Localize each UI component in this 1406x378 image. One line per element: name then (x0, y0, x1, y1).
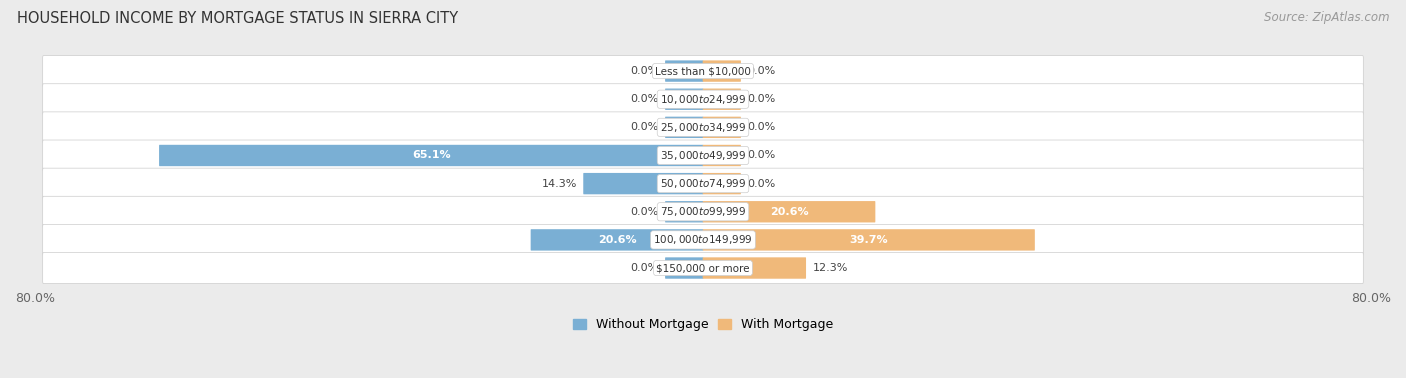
FancyBboxPatch shape (665, 257, 703, 279)
FancyBboxPatch shape (703, 88, 741, 110)
FancyBboxPatch shape (703, 60, 741, 82)
FancyBboxPatch shape (703, 117, 741, 138)
Text: $50,000 to $74,999: $50,000 to $74,999 (659, 177, 747, 190)
FancyBboxPatch shape (665, 88, 703, 110)
Text: 14.3%: 14.3% (541, 179, 576, 189)
FancyBboxPatch shape (703, 257, 806, 279)
FancyBboxPatch shape (42, 112, 1364, 143)
Text: Less than $10,000: Less than $10,000 (655, 66, 751, 76)
Text: 20.6%: 20.6% (769, 207, 808, 217)
FancyBboxPatch shape (42, 140, 1364, 171)
FancyBboxPatch shape (42, 84, 1364, 115)
FancyBboxPatch shape (530, 229, 703, 251)
Text: 12.3%: 12.3% (813, 263, 848, 273)
Text: 0.0%: 0.0% (747, 179, 776, 189)
FancyBboxPatch shape (583, 173, 703, 194)
Text: 20.6%: 20.6% (598, 235, 637, 245)
Text: $100,000 to $149,999: $100,000 to $149,999 (654, 233, 752, 246)
Text: 0.0%: 0.0% (630, 207, 659, 217)
Text: $150,000 or more: $150,000 or more (657, 263, 749, 273)
Text: 65.1%: 65.1% (412, 150, 450, 161)
FancyBboxPatch shape (665, 117, 703, 138)
Text: $35,000 to $49,999: $35,000 to $49,999 (659, 149, 747, 162)
Text: 0.0%: 0.0% (630, 122, 659, 132)
Text: HOUSEHOLD INCOME BY MORTGAGE STATUS IN SIERRA CITY: HOUSEHOLD INCOME BY MORTGAGE STATUS IN S… (17, 11, 458, 26)
FancyBboxPatch shape (703, 229, 1035, 251)
Legend: Without Mortgage, With Mortgage: Without Mortgage, With Mortgage (574, 318, 832, 332)
Text: $25,000 to $34,999: $25,000 to $34,999 (659, 121, 747, 134)
Text: $10,000 to $24,999: $10,000 to $24,999 (659, 93, 747, 106)
Text: 39.7%: 39.7% (849, 235, 889, 245)
Text: 0.0%: 0.0% (747, 122, 776, 132)
Text: 0.0%: 0.0% (747, 150, 776, 161)
Text: 0.0%: 0.0% (630, 263, 659, 273)
FancyBboxPatch shape (665, 60, 703, 82)
Text: Source: ZipAtlas.com: Source: ZipAtlas.com (1264, 11, 1389, 24)
FancyBboxPatch shape (703, 201, 876, 222)
Text: 0.0%: 0.0% (630, 94, 659, 104)
FancyBboxPatch shape (703, 145, 741, 166)
Text: 0.0%: 0.0% (630, 66, 659, 76)
Text: 0.0%: 0.0% (747, 94, 776, 104)
FancyBboxPatch shape (42, 56, 1364, 87)
FancyBboxPatch shape (42, 253, 1364, 284)
Text: $75,000 to $99,999: $75,000 to $99,999 (659, 205, 747, 218)
FancyBboxPatch shape (42, 225, 1364, 256)
FancyBboxPatch shape (665, 201, 703, 222)
FancyBboxPatch shape (159, 145, 703, 166)
FancyBboxPatch shape (703, 173, 741, 194)
FancyBboxPatch shape (42, 196, 1364, 227)
FancyBboxPatch shape (42, 168, 1364, 199)
Text: 0.0%: 0.0% (747, 66, 776, 76)
